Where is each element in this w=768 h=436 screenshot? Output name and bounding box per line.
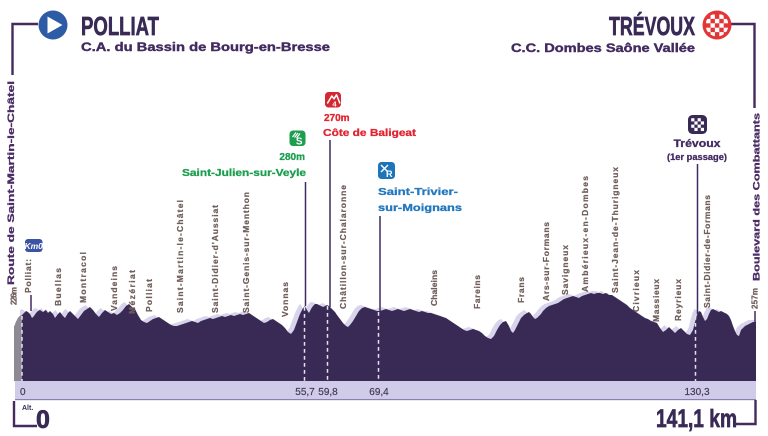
svg-text:Boulevard des Combattants: Boulevard des Combattants (752, 113, 763, 281)
svg-text:257m: 257m (751, 288, 760, 309)
svg-text:(1er passage): (1er passage) (667, 152, 727, 162)
svg-text:130,3: 130,3 (684, 387, 709, 398)
svg-text:Saint-Trivier-: Saint-Trivier- (378, 186, 459, 198)
svg-text:Saint-Jean-de-Thurigneux: Saint-Jean-de-Thurigneux (610, 167, 620, 293)
svg-text:Civrieux: Civrieux (631, 270, 641, 312)
svg-text:Saint-Didier-d'Aussiat: Saint-Didier-d'Aussiat (210, 205, 220, 313)
svg-text:Fareins: Fareins (472, 275, 482, 309)
svg-text:Route de Saint-Martin-le-Châte: Route de Saint-Martin-le-Châtel (6, 81, 17, 285)
svg-text:Montracol: Montracol (78, 252, 88, 303)
svg-text:R: R (386, 169, 393, 179)
svg-text:69,4: 69,4 (369, 387, 389, 398)
svg-text:TRÉVOUX: TRÉVOUX (609, 11, 695, 41)
svg-text:Côte de Baligeat: Côte de Baligeat (323, 127, 417, 139)
svg-text:141,1 km: 141,1 km (656, 405, 737, 433)
svg-text:C.A. du Bassin de Bourg-en-Bre: C.A. du Bassin de Bourg-en-Bresse (81, 40, 330, 54)
svg-text:Frans: Frans (516, 277, 526, 303)
svg-text:Savigneux: Savigneux (560, 245, 570, 295)
svg-text:55,7: 55,7 (295, 387, 315, 398)
svg-text:226m: 226m (10, 287, 19, 305)
svg-text:Ars-sur-Formans: Ars-sur-Formans (541, 222, 551, 301)
svg-text:C.C. Dombes Saône Vallée: C.C. Dombes Saône Vallée (511, 41, 695, 55)
svg-text:Ambérieux-en-Dombes: Ambérieux-en-Dombes (580, 176, 590, 292)
svg-text:Vonnas: Vonnas (280, 282, 290, 317)
svg-text:POLLIAT: POLLIAT (81, 11, 159, 41)
svg-text:Chaleins: Chaleins (429, 270, 439, 306)
svg-text:59,8: 59,8 (318, 387, 338, 398)
svg-text:Polliat: Polliat (144, 279, 154, 312)
svg-text:Vandeins: Vandeins (109, 266, 119, 311)
svg-text:Alt.: Alt. (22, 405, 33, 412)
svg-text:Massieux: Massieux (651, 279, 661, 322)
svg-text:Polliat:: Polliat: (23, 259, 33, 293)
svg-text:280m: 280m (279, 152, 305, 163)
svg-text:270m: 270m (324, 113, 350, 124)
svg-text:Mézériat: Mézériat (127, 270, 137, 314)
svg-text:Saint-Didier-de-Formans: Saint-Didier-de-Formans (702, 195, 712, 308)
svg-text:0: 0 (36, 406, 50, 434)
svg-text:0: 0 (20, 387, 26, 398)
svg-text:Buellas: Buellas (53, 268, 63, 306)
svg-text:Châtillon-sur-Chalaronne: Châtillon-sur-Chalaronne (338, 185, 348, 309)
svg-text:4: 4 (332, 100, 337, 109)
svg-text:S: S (296, 137, 303, 148)
svg-text:sur-Moignans: sur-Moignans (378, 202, 462, 214)
svg-text:Km0: Km0 (24, 241, 43, 251)
svg-text:Saint-Genis-sur-Menthon: Saint-Genis-sur-Menthon (241, 192, 251, 313)
svg-text:Saint-Martin-le-Châtel: Saint-Martin-le-Châtel (175, 200, 185, 313)
svg-text:Reyrieux: Reyrieux (673, 279, 683, 321)
svg-text:Trévoux: Trévoux (674, 138, 722, 150)
svg-text:Saint-Julien-sur-Veyle: Saint-Julien-sur-Veyle (182, 167, 306, 179)
